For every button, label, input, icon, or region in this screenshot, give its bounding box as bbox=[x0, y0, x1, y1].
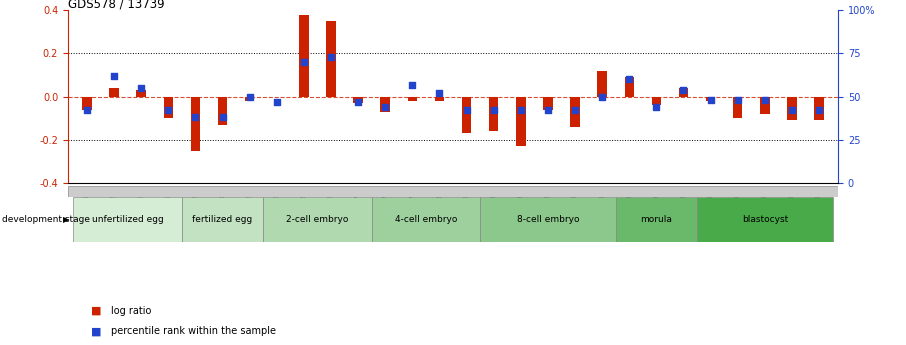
Point bbox=[730, 97, 745, 103]
Point bbox=[323, 54, 338, 60]
Bar bbox=[299, 15, 309, 97]
Bar bbox=[706, 97, 716, 101]
Text: 4-cell embryo: 4-cell embryo bbox=[395, 215, 457, 224]
Bar bbox=[651, 97, 661, 105]
Point bbox=[351, 99, 365, 105]
Point bbox=[649, 104, 663, 110]
Point bbox=[161, 108, 176, 113]
Point bbox=[785, 108, 799, 113]
Text: blastocyst: blastocyst bbox=[742, 215, 788, 224]
Bar bbox=[516, 97, 525, 146]
Point bbox=[541, 108, 555, 113]
FancyBboxPatch shape bbox=[263, 197, 371, 241]
FancyBboxPatch shape bbox=[697, 197, 833, 241]
Bar bbox=[733, 97, 742, 118]
Bar bbox=[137, 90, 146, 97]
Bar bbox=[814, 97, 824, 120]
Bar bbox=[381, 97, 390, 112]
FancyBboxPatch shape bbox=[68, 186, 838, 197]
Point bbox=[80, 108, 94, 113]
Text: unfertilized egg: unfertilized egg bbox=[92, 215, 163, 224]
Bar bbox=[760, 97, 769, 114]
FancyBboxPatch shape bbox=[73, 197, 182, 241]
Point bbox=[188, 115, 203, 120]
Point bbox=[514, 108, 528, 113]
Point bbox=[459, 108, 474, 113]
Point bbox=[216, 115, 230, 120]
Bar bbox=[326, 21, 336, 97]
Point bbox=[134, 85, 149, 91]
Point bbox=[269, 99, 284, 105]
FancyBboxPatch shape bbox=[182, 197, 263, 241]
Point bbox=[487, 108, 501, 113]
Text: morula: morula bbox=[641, 215, 672, 224]
Bar bbox=[245, 97, 255, 101]
Bar bbox=[164, 97, 173, 118]
Bar bbox=[679, 88, 689, 97]
Point bbox=[243, 94, 257, 99]
FancyBboxPatch shape bbox=[480, 197, 616, 241]
Text: ▶: ▶ bbox=[63, 215, 70, 224]
Bar bbox=[82, 97, 92, 110]
Bar bbox=[624, 77, 634, 97]
Text: 8-cell embryo: 8-cell embryo bbox=[516, 215, 579, 224]
Point bbox=[432, 90, 447, 96]
Point bbox=[757, 97, 772, 103]
Bar bbox=[353, 97, 362, 103]
Text: percentile rank within the sample: percentile rank within the sample bbox=[111, 326, 275, 336]
Bar bbox=[110, 88, 119, 97]
Bar bbox=[597, 71, 607, 97]
Text: fertilized egg: fertilized egg bbox=[192, 215, 253, 224]
Bar bbox=[435, 97, 444, 101]
Text: ■: ■ bbox=[91, 306, 101, 315]
Point bbox=[622, 77, 637, 82]
Bar bbox=[787, 97, 796, 120]
Point bbox=[107, 73, 121, 79]
Text: ■: ■ bbox=[91, 326, 101, 336]
Text: 2-cell embryo: 2-cell embryo bbox=[286, 215, 349, 224]
Text: development stage: development stage bbox=[2, 215, 90, 224]
Bar bbox=[190, 97, 200, 150]
Point bbox=[812, 108, 826, 113]
Bar bbox=[462, 97, 471, 133]
Text: GDS578 / 13739: GDS578 / 13739 bbox=[68, 0, 165, 10]
Text: log ratio: log ratio bbox=[111, 306, 151, 315]
Point bbox=[405, 82, 419, 87]
FancyBboxPatch shape bbox=[616, 197, 697, 241]
Bar bbox=[489, 97, 498, 131]
FancyBboxPatch shape bbox=[371, 197, 480, 241]
Point bbox=[296, 59, 311, 65]
Bar bbox=[544, 97, 553, 110]
Bar bbox=[570, 97, 580, 127]
Bar bbox=[408, 97, 417, 101]
Point bbox=[568, 108, 583, 113]
Bar bbox=[217, 97, 227, 125]
Point bbox=[676, 87, 690, 92]
Point bbox=[595, 94, 610, 99]
Point bbox=[378, 104, 392, 110]
Point bbox=[703, 97, 718, 103]
